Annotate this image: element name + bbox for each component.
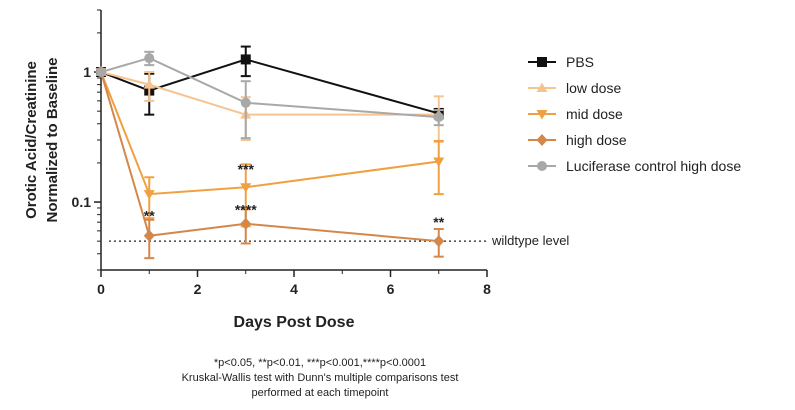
y-axis-title-line2: Normalized to Baseline	[44, 57, 61, 222]
significance-marker: **	[433, 214, 444, 230]
data-point	[144, 53, 155, 64]
legend-item: PBS	[528, 54, 594, 70]
significance-marker: ****	[235, 202, 257, 218]
legend-label: Luciferase control high dose	[566, 158, 741, 174]
legend-label: low dose	[566, 80, 621, 96]
legend-swatch-marker	[536, 110, 548, 120]
series-line	[100, 57, 439, 119]
series-line	[100, 58, 440, 115]
significance-annotations: ***********	[144, 161, 445, 230]
series-luciferase-control-high-dose	[96, 50, 444, 140]
data-point	[240, 54, 251, 65]
x-tick-label: 2	[194, 281, 202, 297]
wildtype-reference-line: wildtype level	[109, 233, 569, 248]
x-tick-label: 8	[483, 281, 491, 297]
y-tick-label: 0.1	[72, 194, 92, 210]
legend-label: high dose	[566, 132, 627, 148]
x-tick-label: 6	[387, 281, 395, 297]
legend-swatch-marker	[537, 57, 547, 67]
x-tick-label: 0	[97, 281, 105, 297]
data-point	[240, 97, 251, 108]
legend-swatch-marker	[536, 134, 548, 146]
significance-marker: ***	[238, 161, 255, 177]
x-axis-title: Days Post Dose	[234, 314, 355, 331]
significance-marker: **	[144, 208, 155, 224]
data-series	[95, 45, 445, 260]
legend-item: Luciferase control high dose	[528, 158, 741, 174]
data-point	[143, 79, 155, 89]
data-point	[433, 157, 445, 167]
footnote-test-method: Kruskal-Wallis test with Dunn's multiple…	[181, 372, 459, 384]
legend-swatch-marker	[537, 161, 547, 171]
axes: 1 0.1 0 2 4 6 8 Days Post Dose Orotic Acid/Creat…	[23, 9, 491, 331]
data-point	[96, 67, 106, 78]
wildtype-label: wildtype level	[491, 233, 569, 248]
y-tick-label: 1	[83, 64, 91, 80]
series-line	[100, 71, 439, 243]
legend-label: mid dose	[566, 106, 623, 122]
y-axis-title-line1: Orotic Acid/Creatinine	[23, 61, 40, 219]
footnote-significance: *p<0.05, **p<0.01, ***p<0.001,****p<0.00…	[213, 357, 427, 369]
data-point	[240, 183, 252, 193]
data-point	[433, 235, 445, 248]
legend-label: PBS	[566, 54, 594, 70]
y-axis-title: Orotic Acid/Creatinine Normalized to Base…	[23, 57, 61, 222]
data-point	[143, 229, 155, 242]
legend-item: mid dose	[528, 106, 623, 122]
legend-item: high dose	[528, 132, 627, 148]
series-line	[100, 71, 439, 196]
legend-swatch-marker	[536, 82, 548, 92]
x-tick-label: 4	[290, 281, 298, 297]
line-chart: 1 0.1 0 2 4 6 8 Days Post Dose Orotic Acid/Creat…	[23, 9, 741, 331]
data-point	[143, 190, 155, 200]
data-point	[240, 217, 252, 230]
legend: PBS low dose mid dose high dose Luciferase c…	[528, 54, 741, 174]
footnote-timepoint: performed at each timepoint	[251, 387, 389, 399]
series-line	[100, 71, 439, 116]
data-point	[433, 112, 444, 123]
legend-item: low dose	[528, 80, 621, 96]
